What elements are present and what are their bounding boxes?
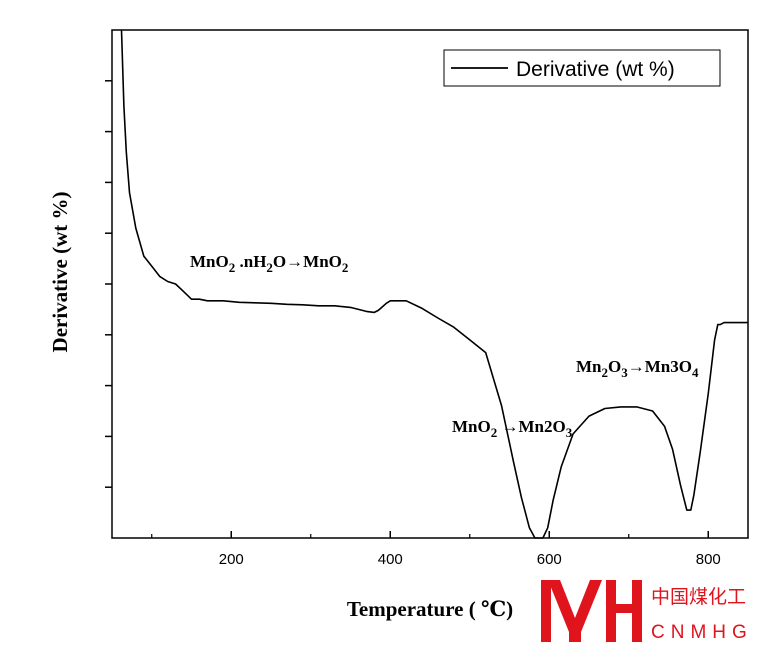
plot-frame — [111, 29, 749, 539]
legend: Derivative (wt %) — [443, 49, 721, 87]
x-tick-label: 800 — [696, 551, 721, 568]
legend-entry-derivative: Derivative (wt %) — [516, 58, 675, 81]
y-axis-label: Derivative (wt %) — [48, 192, 72, 353]
cnmhg-logo: 中国煤化工 CNMHG — [541, 580, 753, 643]
y-axis-ticks — [105, 80, 112, 488]
annotation-reaction-3: Mn2O3→Mn3O4 — [576, 357, 699, 380]
annotation-reaction-1: MnO2 .nH2O→MnO2 — [190, 252, 348, 275]
annotation-reaction-2: MnO2 →Mn2O3 — [452, 417, 573, 440]
x-tick-label: 600 — [537, 551, 562, 568]
x-axis-label: Temperature ( ℃) — [347, 597, 513, 621]
logo-chinese-text: 中国煤化工 — [651, 586, 746, 608]
x-axis-ticks: 200 400 600 800 — [151, 531, 721, 568]
x-tick-label: 200 — [219, 551, 244, 568]
x-tick-label: 400 — [378, 551, 403, 568]
cnmhg-logo-mark — [541, 580, 642, 642]
series-line-derivative — [120, 29, 748, 539]
logo-latin-text: CNMHG — [651, 622, 753, 643]
